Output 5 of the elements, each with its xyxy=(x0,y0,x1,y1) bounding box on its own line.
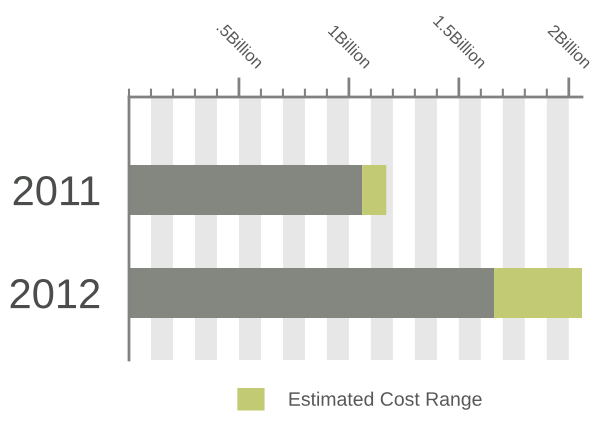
bar xyxy=(362,165,386,216)
y-tick-label: 2011 xyxy=(14,176,100,206)
legend-label: Estimated Cost Range xyxy=(290,392,482,410)
y-tick-label: 2012 xyxy=(10,279,100,309)
bar xyxy=(494,268,582,318)
